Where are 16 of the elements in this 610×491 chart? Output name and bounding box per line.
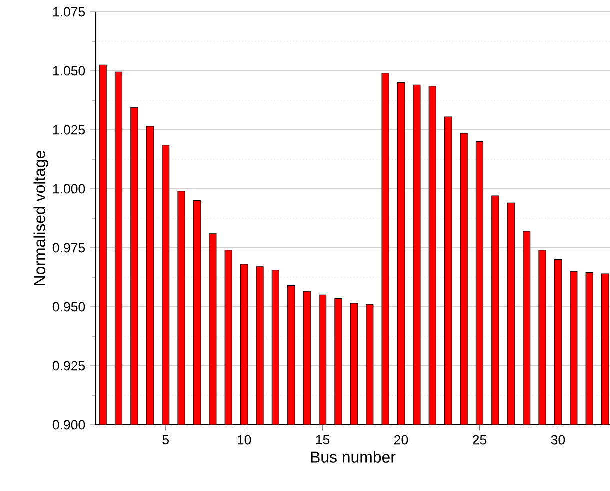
y-tick-label: 0.950 bbox=[52, 302, 86, 312]
y-tick-label: 0.975 bbox=[52, 243, 86, 253]
y-tick-label: 1.075 bbox=[53, 7, 86, 17]
x-tick-label: 5 bbox=[162, 435, 169, 445]
x-tick-label: 30 bbox=[551, 435, 566, 445]
y-tick-label: 1.000 bbox=[53, 184, 86, 194]
x-tick-label: 25 bbox=[473, 435, 487, 445]
y-axis-title: Normalised voltage bbox=[34, 151, 49, 286]
x-tick-label: 15 bbox=[316, 435, 330, 445]
y-tick-label: 1.025 bbox=[53, 125, 86, 135]
y-tick-label: 1.050 bbox=[53, 66, 86, 76]
y-tick-label: 0.900 bbox=[52, 420, 86, 430]
x-tick-label: 20 bbox=[394, 435, 408, 445]
x-tick-label: 10 bbox=[238, 435, 252, 445]
y-tick-label: 0.925 bbox=[52, 361, 86, 371]
x-axis-title: Bus number bbox=[311, 451, 396, 463]
